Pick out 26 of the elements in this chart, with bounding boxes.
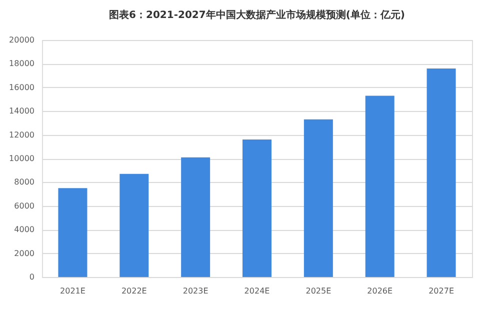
bar bbox=[365, 96, 394, 277]
x-tick-label: 2023E bbox=[182, 286, 208, 296]
y-tick-label: 8000 bbox=[14, 178, 34, 187]
bar bbox=[242, 140, 272, 277]
y-tick-label: 10000 bbox=[9, 154, 34, 163]
y-tick-label: 18000 bbox=[9, 59, 34, 68]
bar bbox=[304, 119, 333, 277]
bar bbox=[58, 188, 88, 277]
x-tick-label: 2022E bbox=[121, 286, 147, 296]
x-tick-label: 2025E bbox=[306, 286, 332, 296]
y-tick-label: 2000 bbox=[14, 248, 34, 258]
bar bbox=[181, 157, 210, 277]
y-tick-label: 0 bbox=[29, 272, 34, 282]
x-tick-label: 2027E bbox=[428, 286, 454, 296]
x-tick-label: 2021E bbox=[60, 286, 86, 296]
bar bbox=[120, 174, 149, 277]
y-tick-label: 12000 bbox=[9, 130, 34, 140]
x-tick-label: 2026E bbox=[367, 286, 393, 296]
y-tick-label: 6000 bbox=[14, 201, 34, 210]
y-tick-label: 20000 bbox=[9, 36, 34, 44]
y-tick-label: 14000 bbox=[9, 106, 34, 116]
chart-title: 图表6：2021-2027年中国大数据产业市场规模预测(单位：亿元) bbox=[109, 9, 405, 21]
bar bbox=[426, 68, 456, 277]
y-tick-label: 16000 bbox=[9, 82, 34, 92]
x-tick-label: 2024E bbox=[244, 286, 270, 296]
y-tick-label: 4000 bbox=[14, 225, 34, 234]
